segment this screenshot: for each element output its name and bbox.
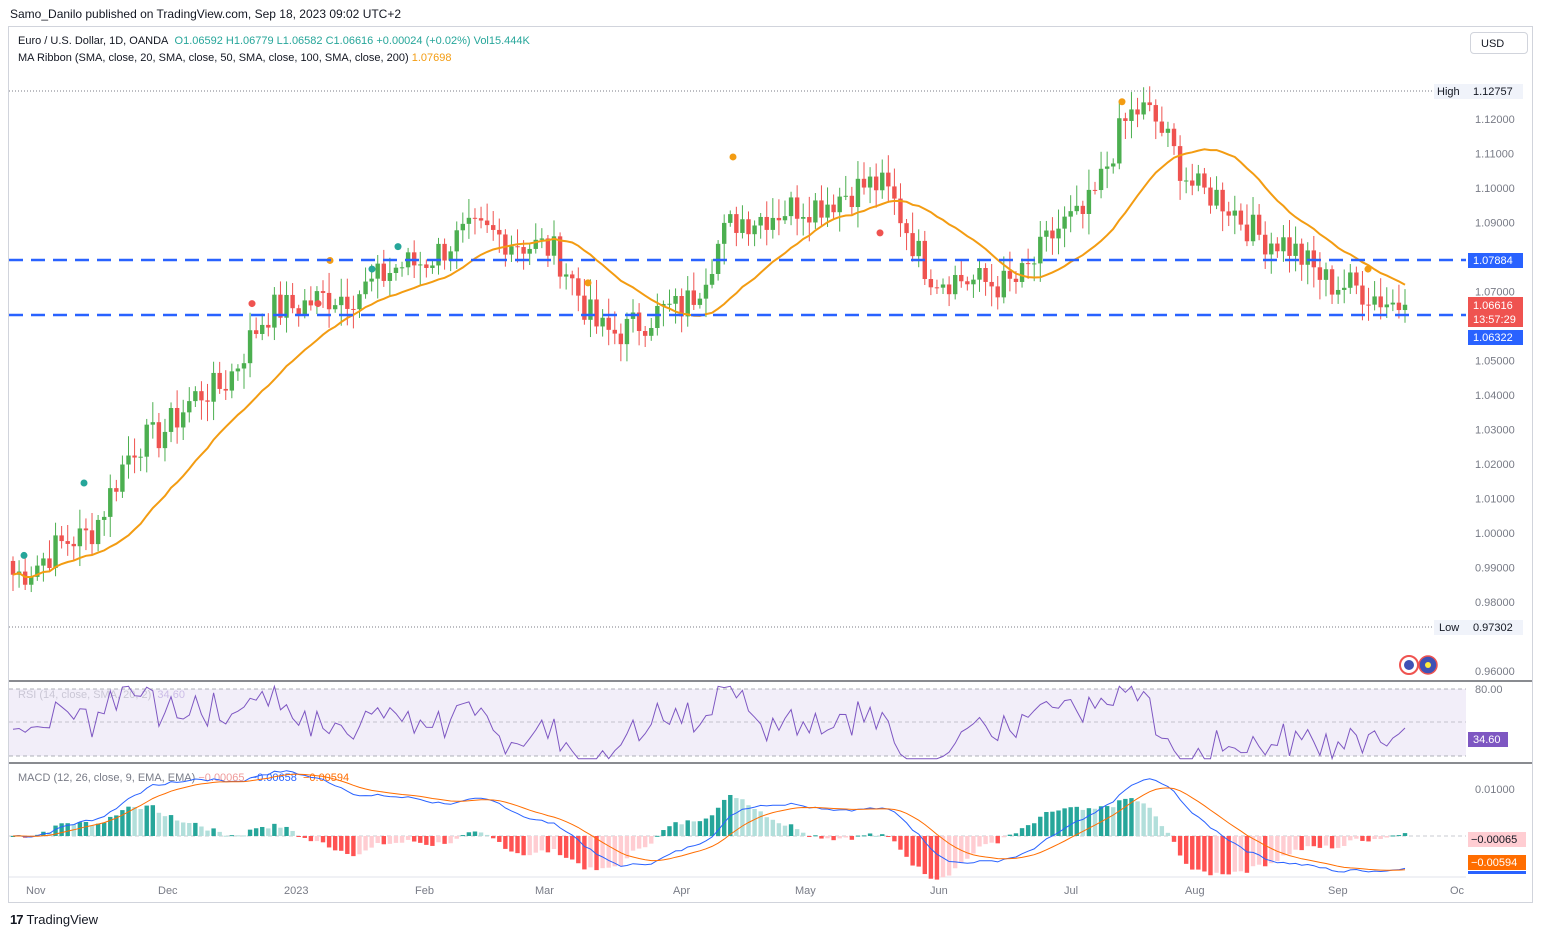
macd-hist-value: −0.00065 xyxy=(198,772,245,784)
macd-signal-value: −0.00594 xyxy=(302,772,350,784)
currency-button[interactable]: USD xyxy=(1470,32,1528,54)
macd-legend: MACD (12, 26, close, 9, EMA, EMA) −0.000… xyxy=(18,772,349,784)
rsi-label[interactable]: RSI (14, close, SMA, 20, 2) xyxy=(18,689,152,701)
rsi-value: 34.60 xyxy=(157,689,185,701)
ma-legend: MA Ribbon (SMA, close, 20, SMA, close, 5… xyxy=(18,52,452,64)
ohlc-values: O1.06592 H1.06779 L1.06582 C1.06616 +0.0… xyxy=(174,35,530,47)
symbol-title[interactable]: Euro / U.S. Dollar, 1D, OANDA xyxy=(18,35,169,47)
tradingview-logo-icon: 17 xyxy=(10,912,24,927)
chart-frame xyxy=(8,26,1533,903)
publisher-line: Samo_Danilo published on TradingView.com… xyxy=(10,7,402,21)
tradingview-brand[interactable]: TradingView xyxy=(26,912,99,927)
macd-line-value: −0.00658 xyxy=(250,772,297,784)
rsi-legend: RSI (14, close, SMA, 20, 2) 34.60 xyxy=(18,689,185,701)
main-legend: Euro / U.S. Dollar, 1D, OANDA O1.06592 H… xyxy=(18,35,530,47)
ma-value: 1.07698 xyxy=(411,52,452,64)
footer: 17 TradingView xyxy=(10,912,98,927)
macd-label[interactable]: MACD (12, 26, close, 9, EMA, EMA) xyxy=(18,772,196,784)
ma-label[interactable]: MA Ribbon (SMA, close, 20, SMA, close, 5… xyxy=(18,52,409,64)
